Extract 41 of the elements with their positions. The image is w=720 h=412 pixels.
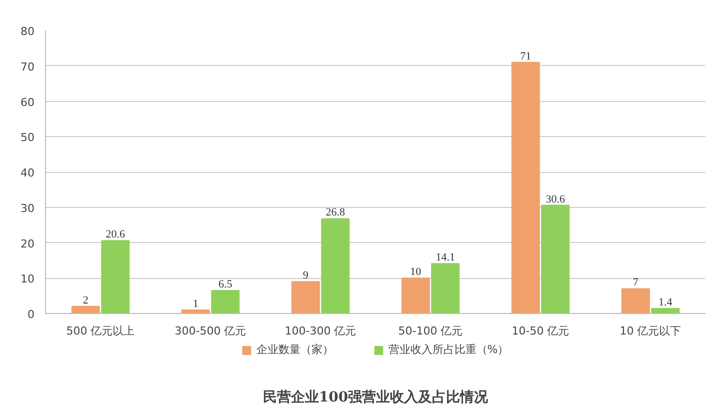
y-tick-label: 50 [20,131,35,144]
data-label: 71 [520,50,532,62]
y-tick-label: 20 [20,237,35,250]
data-label: 9 [302,270,309,282]
bar [321,218,350,314]
y-tick-label: 40 [20,166,35,180]
bar [211,290,240,314]
legend-label: 企业数量（家） [256,342,334,357]
bar [621,288,650,314]
bar [431,263,460,314]
data-label: 20.6 [106,228,126,241]
legend-label: 营业收入所占比重（%） [388,342,509,357]
x-tick-label: 10-50 亿元 [512,324,570,338]
y-tick-label: 80 [20,25,35,38]
bar [291,281,320,314]
y-tick-label: 0 [28,308,34,321]
y-tick-label: 30 [20,202,35,215]
text: 民营企业100强营业收入及占比情况 [262,390,490,406]
data-label: 2 [82,294,88,306]
x-tick-label: 50-100 亿元 [398,324,463,338]
x-tick-label: 300-500 亿元 [174,324,246,338]
bar [401,278,430,314]
data-label: 1 [192,298,198,310]
y-tick-label: 70 [20,60,35,74]
data-label: 6.5 [218,278,233,291]
data-label: 10 [410,266,422,278]
bar [101,240,130,314]
data-label: 30.6 [546,193,566,206]
x-tick-label: 10 亿元以下 [620,324,682,338]
data-label: 26.8 [326,206,346,219]
bar [541,204,570,314]
bar [71,306,100,314]
x-tick-label: 500 亿元以上 [66,324,135,338]
data-label: 1.4 [658,296,673,309]
data-label: 7 [632,276,639,289]
bar [511,62,540,314]
y-tick-label: 60 [20,96,35,109]
data-label: 14.1 [436,252,455,264]
y-tick-label: 10 [20,272,35,286]
x-tick-label: 100-300 亿元 [284,324,356,338]
bar [651,308,680,314]
